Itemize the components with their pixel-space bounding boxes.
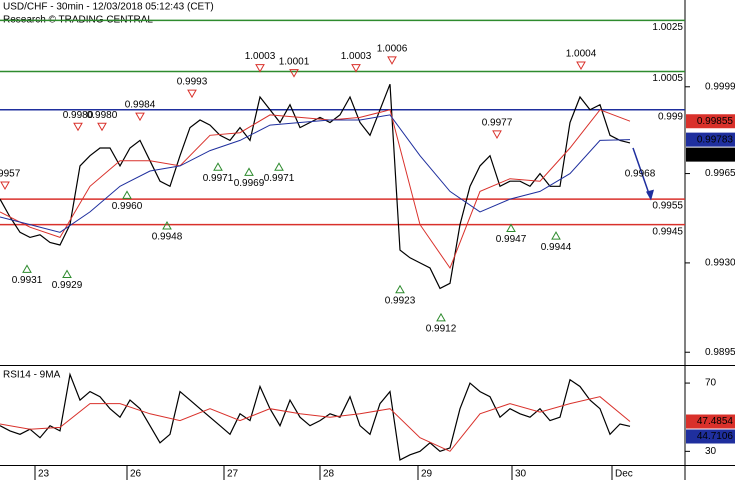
low-marker	[551, 231, 561, 240]
arrow-head	[646, 189, 654, 201]
high-marker	[492, 130, 502, 139]
high-marker	[351, 64, 361, 73]
low-label: 0.9923	[385, 295, 416, 306]
high-marker	[576, 61, 586, 71]
x-tick-label: Dec	[615, 469, 633, 480]
rsi-title: RSI14 - 9MA	[3, 370, 61, 381]
price-tag-label: 0.99855	[697, 116, 734, 127]
high-marker	[289, 69, 299, 78]
level-label: 0.9955	[652, 201, 683, 212]
low-label: 0.9912	[426, 323, 457, 334]
price-tag-label: 0.99783	[697, 134, 734, 145]
y-tick-label: 0.9965	[705, 168, 735, 179]
low-marker	[506, 223, 516, 233]
high-label: 0.9993	[177, 77, 208, 88]
y-tick-label: 30	[705, 446, 717, 457]
low-marker	[62, 269, 72, 278]
high-label: 0.9984	[125, 100, 156, 111]
price-tag	[686, 114, 735, 129]
low-marker	[395, 284, 405, 294]
high-label: 0.9980	[63, 110, 94, 121]
price-tag	[686, 414, 735, 429]
high-label: 0.9957	[0, 169, 21, 180]
price-tag-label: 47.4854	[697, 416, 734, 427]
low-label: 0.9971	[264, 173, 295, 184]
low-label: 0.9929	[52, 280, 83, 291]
low-label: 0.9947	[496, 234, 527, 245]
low-marker	[436, 312, 446, 322]
price-tag-label: 0.9977	[702, 149, 733, 160]
low-label: 0.9971	[203, 173, 234, 184]
low-marker	[22, 264, 32, 273]
level-label: 0.999	[658, 111, 683, 122]
high-marker	[97, 122, 107, 132]
high-label: 0.9977	[482, 118, 513, 129]
high-marker	[0, 181, 10, 190]
level-label: 1.0025	[652, 22, 683, 33]
high-label: 0.9980	[87, 110, 118, 121]
y-tick-label: 70	[705, 378, 717, 389]
high-marker	[135, 112, 145, 122]
low-label: 0.9960	[112, 201, 143, 212]
level-label: 0.9945	[652, 226, 683, 237]
price-tag-label: 44.7106	[697, 431, 734, 442]
series-line	[0, 396, 631, 452]
high-label: 1.0001	[279, 56, 310, 67]
x-tick-label: 30	[515, 469, 527, 480]
high-label: 1.0006	[377, 44, 408, 55]
x-tick-label: 29	[421, 469, 433, 480]
high-marker	[73, 122, 83, 132]
price-tag	[686, 429, 735, 444]
high-label: 1.0004	[566, 49, 597, 60]
low-marker	[213, 162, 223, 171]
x-tick-label: 23	[38, 469, 50, 480]
high-marker	[387, 56, 397, 65]
high-marker	[255, 64, 265, 73]
x-tick-label: 28	[323, 469, 335, 480]
x-tick-label: 27	[227, 469, 239, 480]
series-line	[0, 109, 631, 270]
target-label: 0.9968	[625, 169, 656, 180]
low-label: 0.9948	[152, 232, 183, 243]
low-marker	[162, 220, 172, 230]
low-marker	[244, 167, 254, 176]
series-line	[0, 83, 631, 290]
y-tick-label: 0.9895	[705, 347, 735, 358]
chart-title: USD/CHF - 30min - 12/03/2018 05:12:43 (C…	[3, 2, 214, 13]
level-label: 1.0005	[652, 73, 683, 84]
y-tick-label: 0.9999	[705, 81, 735, 92]
low-label: 0.9969	[234, 178, 265, 189]
y-tick-label: 0.9930	[705, 258, 735, 269]
target-arrow	[632, 147, 651, 197]
high-marker	[187, 89, 197, 99]
series-line	[0, 114, 631, 233]
price-tag	[686, 147, 735, 162]
x-tick-label: 26	[130, 469, 142, 480]
series-line	[0, 372, 631, 461]
low-marker	[274, 162, 284, 171]
low-label: 0.9931	[12, 275, 43, 286]
high-label: 1.0003	[341, 51, 372, 62]
low-marker	[122, 190, 132, 199]
high-label: 1.0003	[245, 51, 276, 62]
price-tag	[686, 132, 735, 147]
low-label: 0.9944	[541, 242, 572, 253]
